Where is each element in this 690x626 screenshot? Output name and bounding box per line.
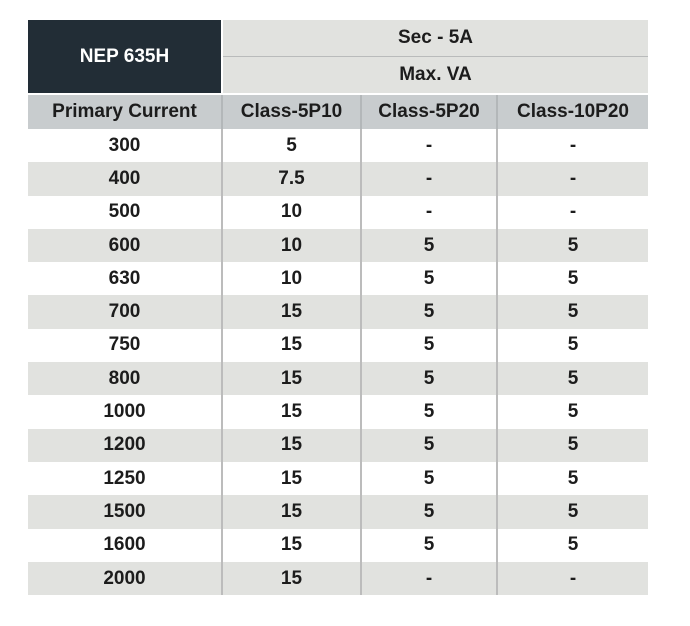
class-5p20-cell: 5 bbox=[360, 495, 497, 529]
class-5p20-cell: 5 bbox=[360, 461, 497, 496]
primary-current-cell: 630 bbox=[108, 267, 141, 289]
column-header-class-5p10: Class-5P10 bbox=[221, 93, 361, 129]
class-10p20-cell: 5 bbox=[496, 428, 648, 462]
class-5p10-cell: 15 bbox=[221, 561, 361, 596]
class-10p20-cell: - bbox=[496, 561, 648, 596]
class-10p20-cell: - bbox=[496, 162, 648, 196]
table-row: 2000 15- - bbox=[28, 561, 648, 596]
class-10p20-cell: 5 bbox=[496, 395, 648, 429]
primary-current-cell: 1600 bbox=[103, 534, 146, 556]
table-row: 1600 15 5 5 bbox=[28, 528, 648, 562]
class-5p10-cell: 7.5 bbox=[221, 162, 361, 196]
table-row: 1200 15 5 5 bbox=[28, 428, 648, 462]
class-10p20-cell: 5 bbox=[496, 328, 648, 363]
ct-spec-table: NEP 635H Sec - 5A Max. VA Primary Curren… bbox=[28, 20, 648, 596]
class-10p20-cell: - bbox=[496, 129, 648, 163]
table-row: 600 10 5 5 bbox=[28, 228, 648, 263]
class-5p10-cell: 15 bbox=[221, 495, 361, 529]
primary-current-cell: 300 bbox=[108, 134, 141, 156]
primary-current-cell: 500 bbox=[108, 201, 141, 223]
secondary-current: Sec - 5A bbox=[222, 20, 648, 57]
class-5p10-cell: 15 bbox=[221, 328, 361, 363]
class-5p10-cell: 15 bbox=[221, 528, 361, 562]
class-5p20-cell: 5 bbox=[360, 328, 497, 363]
class-10p20-cell: 5 bbox=[496, 528, 648, 562]
class-5p20-cell: 5 bbox=[360, 395, 497, 429]
class-5p10-cell: 15 bbox=[221, 295, 361, 329]
class-10p20-cell: 5 bbox=[496, 262, 648, 296]
primary-current-cell: 1200 bbox=[28, 428, 222, 462]
table-row: 800 15 5 5 bbox=[28, 362, 648, 396]
column-header-class-10p20: Class-10P20 bbox=[496, 93, 648, 129]
primary-current-cell: 800 bbox=[28, 362, 222, 396]
primary-current-cell: 400 bbox=[28, 162, 222, 196]
class-5p20-cell: - bbox=[360, 129, 497, 163]
primary-current-cell: 700 bbox=[28, 295, 222, 329]
class-5p20-cell: - bbox=[360, 561, 497, 596]
class-5p20-cell: 5 bbox=[360, 295, 497, 329]
primary-current-cell: 750 bbox=[108, 334, 141, 356]
column-header-primary-current: Primary Current bbox=[28, 93, 222, 129]
primary-current-cell: 1250 bbox=[103, 467, 146, 489]
class-5p10-cell: 15 bbox=[221, 428, 361, 462]
table-row: 400 7.5- - bbox=[28, 162, 648, 196]
class-5p20-cell: 5 bbox=[360, 362, 497, 396]
class-5p20-cell: 5 bbox=[360, 428, 497, 462]
class-5p20-cell: - bbox=[360, 195, 497, 229]
class-10p20-cell: 5 bbox=[496, 461, 648, 496]
class-10p20-cell: 5 bbox=[496, 362, 648, 396]
table-row: 1500 15 5 5 bbox=[28, 495, 648, 529]
class-5p20-cell: - bbox=[360, 162, 497, 196]
model-name: NEP 635H bbox=[28, 20, 223, 94]
column-header-row: Primary Current Class-5P10 Class-5P20 Cl… bbox=[28, 93, 648, 129]
class-5p20-cell: 5 bbox=[360, 228, 497, 263]
table-row: 300 5- - bbox=[28, 129, 648, 163]
class-10p20-cell: 5 bbox=[496, 228, 648, 263]
primary-current-cell: 600 bbox=[28, 228, 222, 263]
table-row: 700 15 5 5 bbox=[28, 295, 648, 329]
table-row: 1000 15 5 5 bbox=[28, 395, 648, 429]
class-5p10-cell: 15 bbox=[221, 461, 361, 496]
class-5p20-cell: 5 bbox=[360, 262, 497, 296]
class-5p10-cell: 10 bbox=[221, 195, 361, 229]
class-5p20-cell: 5 bbox=[360, 528, 497, 562]
table-row: 750 15 5 5 bbox=[28, 328, 648, 363]
column-header-class-5p20: Class-5P20 bbox=[360, 93, 497, 129]
class-5p10-cell: 15 bbox=[221, 362, 361, 396]
class-5p10-cell: 10 bbox=[221, 262, 361, 296]
table-row: 630 10 5 5 bbox=[28, 262, 648, 296]
class-5p10-cell: 10 bbox=[221, 228, 361, 263]
class-5p10-cell: 5 bbox=[221, 129, 361, 163]
unit-label: Max. VA bbox=[222, 56, 648, 94]
table-row: 500 10- - bbox=[28, 195, 648, 229]
primary-current-cell: 2000 bbox=[28, 561, 222, 596]
primary-current-cell: 1500 bbox=[28, 495, 222, 529]
class-10p20-cell: - bbox=[496, 195, 648, 229]
class-5p10-cell: 15 bbox=[221, 395, 361, 429]
class-10p20-cell: 5 bbox=[496, 295, 648, 329]
primary-current-cell: 1000 bbox=[103, 401, 146, 423]
table-row: 1250 15 5 5 bbox=[28, 461, 648, 496]
class-10p20-cell: 5 bbox=[496, 495, 648, 529]
